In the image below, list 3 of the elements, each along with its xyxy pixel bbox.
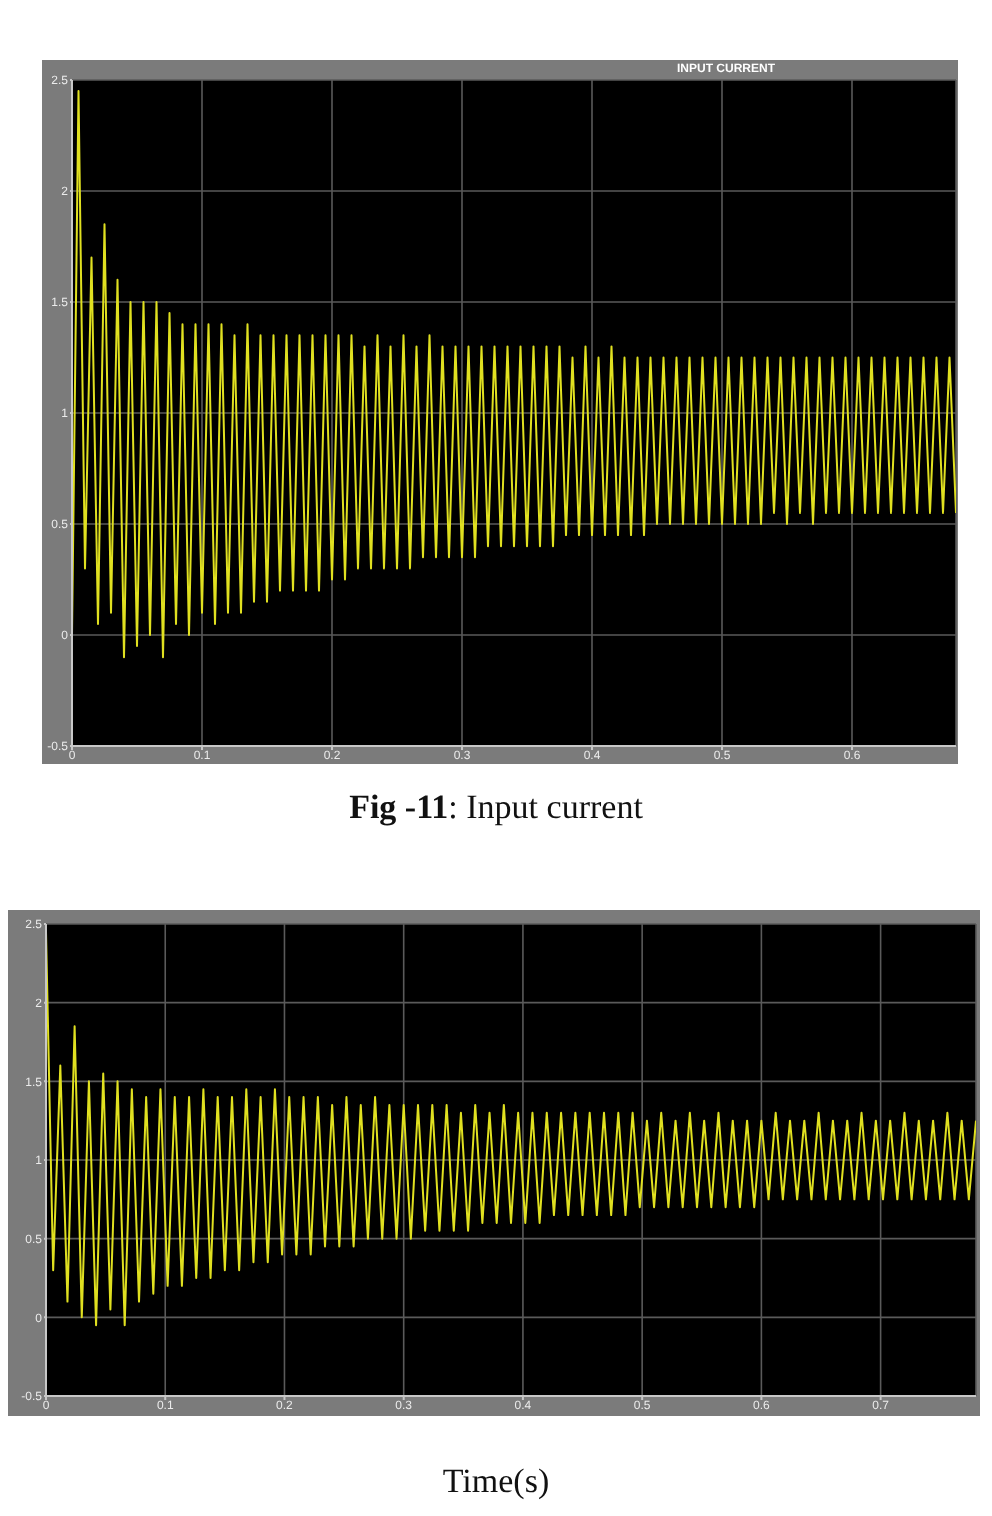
line-series bbox=[72, 90, 956, 659]
text: Fig -11: Input current bbox=[349, 788, 643, 826]
x-axis-title: Time(s) bbox=[442, 1462, 550, 1500]
